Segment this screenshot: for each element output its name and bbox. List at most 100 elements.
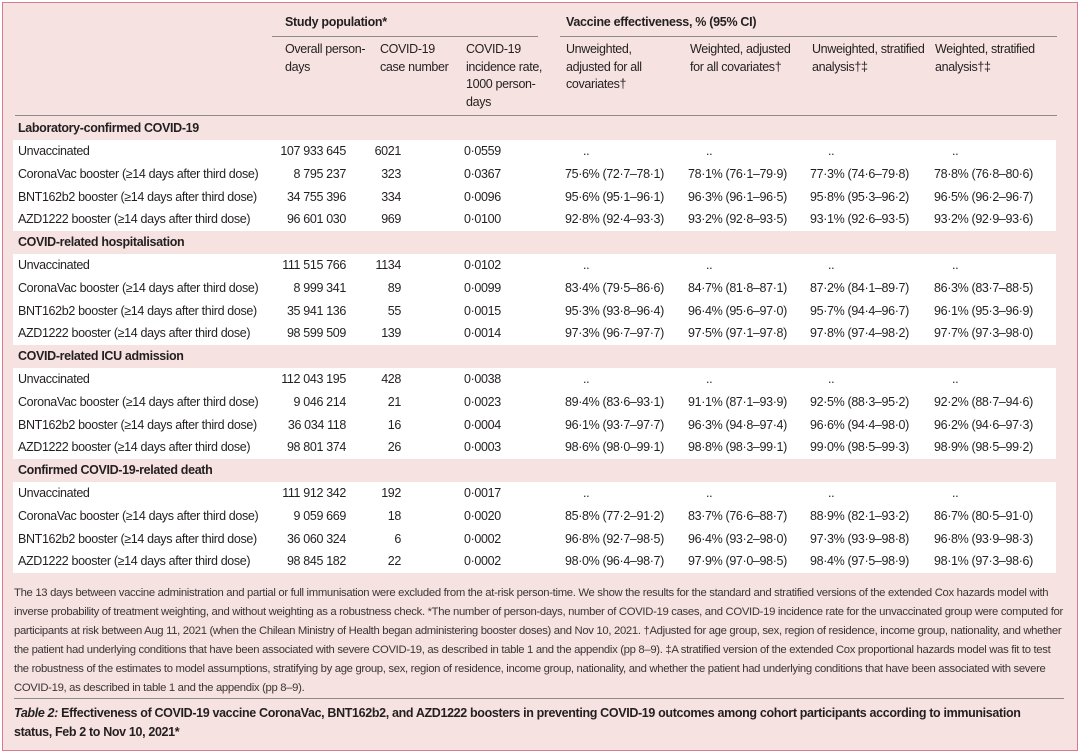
cell-ve-weighted-adjusted: 93·2% (92·8–93·5)	[688, 212, 787, 227]
cell-incidence-rate: 0·0038	[464, 372, 501, 386]
cell-ve-weighted-adjusted: 97·5% (97·1–97·8)	[688, 326, 787, 341]
study-population-header: Study population*	[285, 15, 387, 29]
cell-incidence-rate: 0·0020	[464, 508, 501, 523]
table-row: AZD1222 booster (≥14 days after third do…	[13, 550, 1056, 573]
cell-incidence-rate: 0·0015	[464, 303, 501, 318]
cell-case-number: 18	[387, 508, 402, 523]
cell-ve-weighted-stratified: ..	[952, 144, 959, 158]
cell-ve-unweighted-adjusted: 95·6% (95·1–96·1)	[565, 189, 664, 204]
cell-ve-unweighted-stratified: ..	[828, 258, 835, 272]
divider	[560, 36, 1057, 37]
cell-ve-unweighted-adjusted: 89·4% (83·6–93·1)	[565, 394, 664, 409]
section-title: Confirmed COVID-19-related death	[18, 463, 213, 477]
cell-ve-unweighted-adjusted: 85·8% (77·2–91·2)	[565, 508, 664, 523]
cell-incidence-rate: 0·0003	[464, 440, 501, 455]
cell-incidence-rate: 0·0002	[464, 531, 501, 546]
cell-row-label: AZD1222 booster (≥14 days after third do…	[18, 326, 251, 341]
cell-ve-unweighted-stratified: 99·0% (98·5–99·3)	[810, 440, 909, 455]
cell-case-number: 21	[387, 394, 402, 409]
cell-row-label: CoronaVac booster (≥14 days after third …	[18, 394, 259, 409]
cell-ve-weighted-stratified: 93·2% (92·9–93·6)	[934, 212, 1033, 227]
cell-row-label: Unvaccinated	[18, 486, 90, 500]
cell-ve-weighted-stratified: ..	[952, 372, 959, 386]
divider	[15, 115, 1057, 116]
cell-ve-unweighted-adjusted: ..	[583, 144, 590, 158]
table-caption: Table 2: Effectiveness of COVID-19 vacci…	[14, 704, 1054, 742]
table-row: Unvaccinated 111 912 342 192 0·0017........	[13, 482, 1056, 505]
cell-ve-weighted-adjusted: 98·8% (98·3–99·1)	[688, 440, 787, 455]
cell-person-days: 107 933 645	[280, 144, 346, 158]
cell-ve-unweighted-stratified: 87·2% (84·1–89·7)	[810, 280, 909, 295]
cell-ve-weighted-adjusted: ..	[706, 372, 713, 386]
cell-incidence-rate: 0·0014	[464, 326, 501, 341]
table-row: AZD1222 booster (≥14 days after third do…	[13, 208, 1056, 231]
cell-case-number: 1134	[375, 258, 402, 272]
cell-ve-unweighted-stratified: ..	[828, 486, 835, 500]
cell-ve-weighted-adjusted: ..	[706, 144, 713, 158]
cell-ve-weighted-adjusted: 96·4% (95·6–97·0)	[688, 303, 787, 318]
section-rows: Unvaccinated 111 515 766 1134 0·0102.......…	[13, 254, 1056, 345]
cell-incidence-rate: 0·0002	[464, 554, 501, 569]
cell-ve-unweighted-stratified: 98·4% (97·5–98·9)	[810, 554, 909, 569]
cell-row-label: Unvaccinated	[18, 144, 90, 158]
table-footnote: The 13 days between vaccine administrati…	[14, 587, 1063, 694]
cell-person-days: 8 999 341	[293, 280, 347, 295]
cell-ve-unweighted-stratified: 92·5% (88·3–95·2)	[810, 394, 909, 409]
table-row: CoronaVac booster (≥14 days after third …	[13, 277, 1056, 300]
column-header-person-days: Overall person-days	[285, 42, 366, 74]
cell-ve-unweighted-adjusted: 83·4% (79·5–86·6)	[565, 280, 664, 295]
cell-ve-unweighted-adjusted: 95·3% (93·8–96·4)	[565, 303, 664, 318]
cell-ve-unweighted-stratified: 96·6% (94·4–98·0)	[810, 417, 909, 432]
cell-row-label: CoronaVac booster (≥14 days after third …	[18, 166, 259, 181]
cell-row-label: AZD1222 booster (≥14 days after third do…	[18, 554, 251, 569]
section-title: COVID-related hospitalisation	[18, 235, 185, 249]
cell-case-number: 139	[381, 326, 401, 341]
cell-ve-weighted-stratified: 96·8% (93·9–98·3)	[934, 531, 1033, 546]
cell-incidence-rate: 0·0023	[464, 394, 501, 409]
column-header-unweighted-stratified: Unweighted, stratified analysis†‡	[812, 42, 925, 74]
caption-label: Table 2:	[14, 706, 58, 720]
cell-case-number: 334	[381, 189, 401, 204]
column-header-weighted-adjusted: Weighted, adjusted for all covariates†	[690, 42, 791, 74]
cell-incidence-rate: 0·0017	[464, 486, 501, 500]
cell-case-number: 55	[387, 303, 402, 318]
cell-ve-unweighted-stratified: 97·8% (97·4–98·2)	[810, 326, 909, 341]
cell-ve-weighted-stratified: 98·9% (98·5–99·2)	[934, 440, 1033, 455]
caption-text: Effectiveness of COVID-19 vaccine Corona…	[14, 706, 1021, 739]
cell-ve-unweighted-stratified: 95·8% (95·3–96·2)	[810, 189, 909, 204]
cell-ve-weighted-stratified: 97·7% (97·3–98·0)	[934, 326, 1033, 341]
cell-incidence-rate: 0·0559	[464, 144, 501, 158]
cell-ve-unweighted-stratified: 93·1% (92·6–93·5)	[810, 212, 909, 227]
cell-person-days: 111 912 342	[282, 486, 346, 500]
section-title: COVID-related ICU admission	[18, 349, 184, 363]
cell-ve-weighted-adjusted: 78·1% (76·1–79·9)	[688, 166, 787, 181]
cell-ve-unweighted-stratified: 77·3% (74·6–79·8)	[810, 166, 909, 181]
cell-case-number: 969	[381, 212, 401, 227]
cell-case-number: 16	[387, 417, 402, 432]
section-title: Laboratory-confirmed COVID-19	[18, 121, 199, 135]
cell-ve-weighted-stratified: 78·8% (76·8–80·6)	[934, 166, 1033, 181]
cell-ve-unweighted-adjusted: ..	[583, 372, 590, 386]
section-rows: Unvaccinated 107 933 645 6021 0·0559.......…	[13, 140, 1056, 231]
cell-ve-unweighted-adjusted: 92·8% (92·4–93·3)	[565, 212, 664, 227]
cell-row-label: BNT162b2 booster (≥14 days after third d…	[18, 189, 257, 204]
cell-ve-unweighted-stratified: 95·7% (94·4–96·7)	[810, 303, 909, 318]
cell-ve-unweighted-adjusted: ..	[583, 486, 590, 500]
column-header-incidence-rate: COVID-19 incidence rate, 1000 person-day…	[466, 42, 543, 109]
cell-incidence-rate: 0·0102	[464, 258, 501, 272]
table-row: Unvaccinated 107 933 645 6021 0·0559.......…	[13, 140, 1056, 163]
cell-ve-unweighted-stratified: 88·9% (82·1–93·2)	[810, 508, 909, 523]
cell-ve-unweighted-adjusted: 97·3% (96·7–97·7)	[565, 326, 664, 341]
column-header-unweighted-adjusted: Unweighted, adjusted for all covariates†	[566, 42, 642, 91]
cell-ve-weighted-stratified: ..	[952, 258, 959, 272]
cell-incidence-rate: 0·0367	[464, 166, 501, 181]
table-row: BNT162b2 booster (≥14 days after third d…	[13, 528, 1056, 551]
cell-ve-unweighted-stratified: 97·3% (93·9–98·8)	[810, 531, 909, 546]
column-header-weighted-stratified: Weighted, stratified analysis†‡	[935, 42, 1035, 74]
cell-case-number: 26	[387, 440, 402, 455]
cell-ve-unweighted-adjusted: ..	[583, 258, 590, 272]
cell-person-days: 98 801 374	[286, 440, 346, 455]
cell-ve-weighted-adjusted: 96·3% (96·1–96·5)	[688, 189, 787, 204]
cell-person-days: 36 034 118	[287, 417, 346, 432]
divider	[272, 36, 538, 37]
